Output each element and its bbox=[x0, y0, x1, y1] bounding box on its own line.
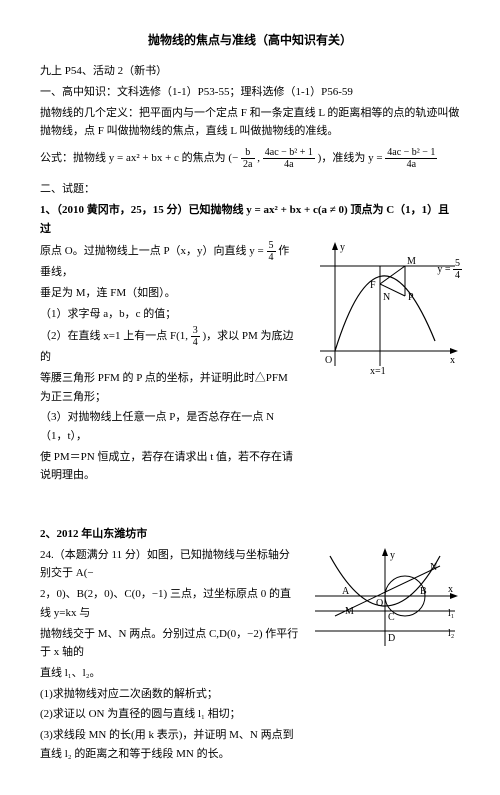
svg-text:x=1: x=1 bbox=[370, 366, 386, 376]
p1-line2: 原点 O。过抛物线上一点 P（x，y）向直线 y = 5 4 作垂线， bbox=[40, 240, 300, 282]
p1-q1: （1）求字母 a，b，c 的值； bbox=[40, 305, 300, 324]
num: 5 bbox=[267, 240, 276, 252]
svg-text:M: M bbox=[345, 606, 354, 617]
fig1-eq-lead: y = bbox=[437, 264, 453, 275]
svg-text:C: C bbox=[388, 612, 395, 623]
svg-text:x: x bbox=[448, 584, 453, 595]
p2-q3: (3)求线段 MN 的长(用 k 表示)，并证明 M、N 两点到直线 l₂ 的距… bbox=[40, 726, 300, 763]
num: 4ac − b² + 1 bbox=[263, 147, 315, 159]
num: 3 bbox=[191, 325, 200, 337]
svg-text:P: P bbox=[408, 292, 414, 303]
p2-q1: (1)求抛物线对应二次函数的解析式； bbox=[40, 685, 300, 704]
svg-text:A: A bbox=[342, 586, 350, 597]
p1-q2: （2）在直线 x=1 上有一点 F(1, 3 4 )，求以 PM 为底边的 bbox=[40, 325, 300, 367]
formula-line: 公式：抛物线 y = ax² + bx + c 的焦点为 (− b 2a , 4… bbox=[40, 147, 460, 170]
p2-q2: (2)求证以 ON 为直径的圆与直线 l₁ 相切； bbox=[40, 705, 300, 724]
svg-text:x: x bbox=[450, 355, 455, 366]
svg-text:F: F bbox=[370, 280, 376, 291]
svg-text:N: N bbox=[383, 292, 390, 303]
frac-4ac2: 4ac − b² − 1 4a bbox=[385, 147, 437, 170]
frac-3-4: 3 4 bbox=[191, 325, 200, 348]
svg-text:y: y bbox=[340, 242, 345, 253]
svg-text:M: M bbox=[407, 256, 416, 267]
frac-b-2a: b 2a bbox=[241, 147, 254, 170]
p1-lead: 1、（2010 黄冈市，25，15 分）已知抛物线 y = ax² + bx +… bbox=[40, 201, 460, 238]
den: 4a bbox=[263, 159, 315, 170]
ref-line-2: 一、高中知识：文科选修（1-1）P53-55；理科选修（1-1）P56-59 bbox=[40, 83, 460, 102]
svg-text:N: N bbox=[430, 562, 437, 573]
p2-l1: 24.（本题满分 11 分）如图，已知抛物线与坐标轴分别交于 A(− bbox=[40, 546, 300, 583]
figure-1: y x O M F N P x=1 y = 5 4 bbox=[310, 236, 460, 376]
den: 4a bbox=[385, 159, 437, 170]
svg-text:O: O bbox=[376, 598, 383, 609]
den: 2a bbox=[241, 159, 254, 170]
den: 4 bbox=[267, 252, 276, 263]
figure-2: y x O A B C D M N l₁ l₂ bbox=[310, 546, 460, 656]
fig1-eq-frac: 5 4 bbox=[453, 258, 462, 281]
p1-q3b: 使 PM＝PN 恒成立，若存在请求出 t 值，若不存在请说明理由。 bbox=[40, 448, 300, 485]
den: 4 bbox=[191, 337, 200, 348]
formula-lead: 公式：抛物线 y = ax² + bx + c 的焦点为 (− bbox=[40, 152, 238, 164]
section-2: 二、试题： bbox=[40, 180, 460, 199]
p2-l2: 2，0)、B(2，0)、C(0，−1) 三点，过坐标原点 0 的直线 y=kx … bbox=[40, 585, 300, 622]
p1-line3: 垂足为 M，连 FM（如图）。 bbox=[40, 284, 300, 303]
svg-text:l₂: l₂ bbox=[448, 628, 454, 639]
svg-text:O: O bbox=[325, 355, 332, 366]
svg-text:B: B bbox=[420, 586, 427, 597]
frac-4ac1: 4ac − b² + 1 4a bbox=[263, 147, 315, 170]
formula-mid2: )，准线为 y = bbox=[318, 152, 386, 164]
p1-bold: 1、（2010 黄冈市，25，15 分）已知抛物线 y = ax² + bx +… bbox=[40, 204, 449, 235]
p1-q2c: 等腰三角形 PFM 的 P 点的坐标，并证明此时△PFM 为正三角形； bbox=[40, 369, 300, 406]
num: b bbox=[241, 147, 254, 159]
ref-line-1: 九上 P54、活动 2（新书） bbox=[40, 62, 460, 81]
svg-text:l₁: l₁ bbox=[448, 608, 454, 619]
p1-q3a: （3）对抛物线上任意一点 P，是否总存在一点 N（1，t）， bbox=[40, 408, 300, 445]
num: 5 bbox=[453, 258, 462, 270]
num: 4ac − b² − 1 bbox=[385, 147, 437, 159]
frac-5-4: 5 4 bbox=[267, 240, 276, 263]
p2-l4: 直线 l₁、l₂。 bbox=[40, 664, 300, 683]
p2-head: 2、2012 年山东潍坊市 bbox=[40, 525, 460, 544]
svg-text:y: y bbox=[390, 550, 395, 561]
definition: 抛物线的几个定义：把平面内与一个定点 F 和一条定直线 L 的距离相等的点的轨迹… bbox=[40, 104, 460, 141]
fig1-eq: y = 5 4 bbox=[437, 258, 462, 281]
t: （2）在直线 x=1 上有一点 F(1, bbox=[40, 330, 191, 342]
doc-title: 抛物线的焦点与准线（高中知识有关） bbox=[40, 30, 460, 50]
t: 原点 O。过抛物线上一点 P（x，y）向直线 y = bbox=[40, 245, 267, 257]
svg-text:D: D bbox=[388, 633, 395, 644]
den: 4 bbox=[453, 270, 462, 281]
p2-l3: 抛物线交于 M、N 两点。分别过点 C,D(0，−2) 作平行于 x 轴的 bbox=[40, 625, 300, 662]
